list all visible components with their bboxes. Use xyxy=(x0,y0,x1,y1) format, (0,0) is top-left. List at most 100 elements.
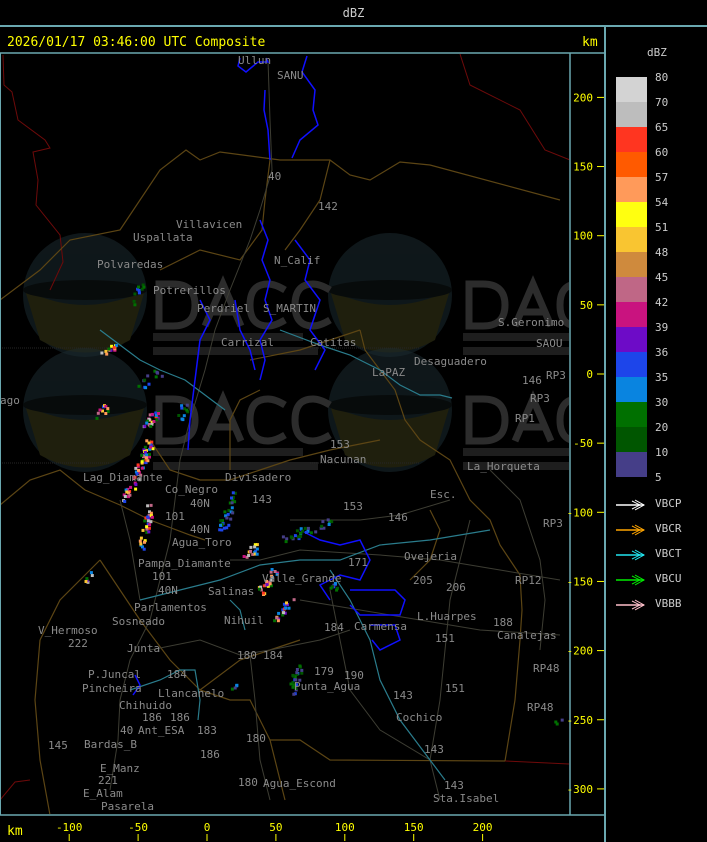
radar-echo-pixel xyxy=(255,547,259,551)
radar-echo-pixel xyxy=(109,348,113,352)
legend-title: dBZ xyxy=(647,46,667,59)
radar-echo-pixel xyxy=(147,382,151,386)
radar-echo-pixel xyxy=(291,685,295,689)
radar-echo-pixel xyxy=(140,460,144,464)
radar-echo-pixel xyxy=(128,493,132,497)
radar-echo-pixel xyxy=(143,540,146,544)
place-label: Bardas_B xyxy=(84,738,137,751)
legend-swatch xyxy=(616,427,647,452)
radar-echo-pixel xyxy=(150,412,154,416)
radar-echo-pixel xyxy=(309,531,313,535)
place-label: 151 xyxy=(445,682,465,695)
place-label: Nacunan xyxy=(320,453,366,466)
place-label: Salinas xyxy=(208,585,254,598)
logo-band xyxy=(23,395,147,415)
radar-echo-pixel xyxy=(154,375,158,379)
watermark-line1-graphic xyxy=(463,333,569,341)
radar-echo-pixel xyxy=(265,583,269,587)
radar-echo-pixel xyxy=(329,586,333,590)
irrigation-area-outline xyxy=(259,219,273,381)
radar-echo-pixel xyxy=(150,440,154,444)
radar-echo-pixel xyxy=(301,529,305,533)
place-label: 171 xyxy=(348,556,368,569)
dacc-logo-icon xyxy=(23,348,147,472)
logo-leaf xyxy=(25,290,145,353)
radar-echo-pixel xyxy=(275,616,279,620)
radar-echo-pixel xyxy=(151,447,155,451)
place-label: Polvaredas xyxy=(97,258,163,271)
y-axis-tick-label: -50 xyxy=(573,437,593,450)
place-label: Co_Negro xyxy=(165,483,218,496)
map-title: 2026/01/17 03:46:00 UTC Composite xyxy=(7,35,266,50)
river xyxy=(279,329,453,399)
radar-echo-pixel xyxy=(123,500,127,503)
radar-echo-pixel xyxy=(235,684,239,688)
radar-echo-pixel xyxy=(145,453,149,457)
radar-echo-pixel xyxy=(105,352,109,356)
river xyxy=(99,329,226,411)
place-label: Sta.Isabel xyxy=(433,792,499,805)
radar-echo-pixel xyxy=(185,403,189,407)
legend-swatch xyxy=(616,202,647,227)
logo-band xyxy=(328,280,452,300)
radar-echo-pixel xyxy=(141,528,145,532)
place-label: P.Juncal xyxy=(88,668,141,681)
place-label: 188 xyxy=(493,616,513,629)
watermark-dacc-lettering xyxy=(155,390,332,445)
province-boundary xyxy=(270,739,506,762)
legend-swatch xyxy=(616,127,647,152)
radar-echo-pixel xyxy=(147,530,151,534)
radar-echo-pixel xyxy=(233,491,237,495)
radar-echo-pixel xyxy=(269,570,273,574)
place-label: 186 xyxy=(170,711,190,724)
radar-echo-pixel xyxy=(147,526,151,530)
place-label: 180 xyxy=(246,732,266,745)
province-boundary xyxy=(39,559,101,641)
watermark-letter-c xyxy=(291,395,332,445)
legend-swatch xyxy=(616,327,647,352)
radar-echo-pixel xyxy=(134,483,138,486)
place-label: La_Horqueta xyxy=(467,460,540,473)
radar-echo-pixel xyxy=(277,617,281,621)
radar-echo-pixel xyxy=(146,515,150,519)
y-axis-tick-label: -100 xyxy=(567,506,594,519)
radar-echo-pixel xyxy=(156,371,160,375)
radar-echo-pixel xyxy=(266,584,270,588)
radar-echo-pixel xyxy=(141,545,144,549)
radar-echo-pixel xyxy=(143,450,147,454)
watermark-letter-c xyxy=(291,280,332,330)
place-label: 143 xyxy=(444,779,464,792)
radar-echo-pixel xyxy=(133,292,137,296)
province-boundary xyxy=(359,329,523,762)
irrigation-area-outline xyxy=(187,299,211,451)
dbz-legend: dBZ 80 70 65 60 57 54 51 48 45 42 39 36 35 30 20 10 5 VBC… xyxy=(606,29,707,842)
radar-echo-pixel xyxy=(262,584,266,588)
legend-level-label: 51 xyxy=(655,221,669,234)
radar-echo-pixel xyxy=(259,585,263,589)
place-label: 101 xyxy=(152,570,172,583)
top-bar: dBZ xyxy=(0,0,707,27)
radar-echo-pixel xyxy=(146,504,150,508)
radar-echo-pixel xyxy=(320,524,324,528)
radar-echo-pixel xyxy=(231,491,235,495)
radar-echo-pixel xyxy=(140,287,144,291)
radar-echo-pixel xyxy=(322,526,326,530)
radar-echo-pixel xyxy=(150,422,154,426)
radar-echo-pixel xyxy=(153,369,157,373)
irrigation-area-outline xyxy=(237,57,270,73)
legend-swatch xyxy=(616,177,647,202)
radar-echo-pixel xyxy=(104,349,108,353)
radar-echo-pixel xyxy=(144,461,148,465)
radar-echo-pixel xyxy=(149,424,153,428)
place-label: Uspallata xyxy=(133,231,193,244)
radar-echo-pixel xyxy=(277,611,281,615)
legend-swatch xyxy=(616,452,647,477)
legend-swatch xyxy=(616,352,647,377)
y-axis-tick-label: 50 xyxy=(580,299,593,312)
radar-echo-pixel xyxy=(182,414,186,418)
radar-echo-pixel xyxy=(145,419,149,423)
watermark-line1-graphic xyxy=(463,448,569,456)
radar-echo-pixel xyxy=(327,523,331,526)
radar-echo-pixel xyxy=(231,498,235,502)
